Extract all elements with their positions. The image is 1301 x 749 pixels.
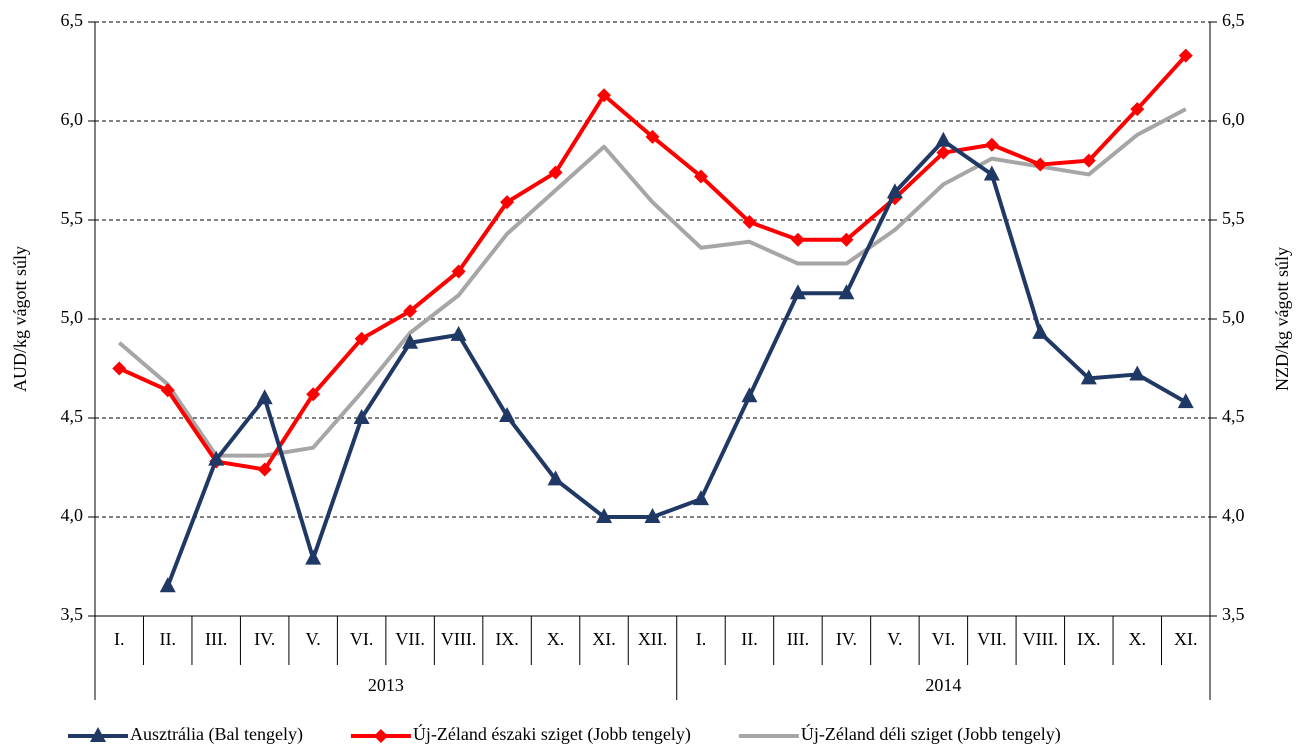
- x-tick-label: VIII.: [441, 629, 476, 649]
- y2-tick-label: 6,5: [1222, 10, 1245, 30]
- x-tick-label: VIII.: [1023, 629, 1058, 649]
- y2-axis-title: NZD/kg vágott súly: [1272, 247, 1292, 391]
- x-tick-label: V.: [887, 629, 902, 649]
- marker: [547, 470, 564, 486]
- x-tick-label: VII.: [395, 629, 425, 649]
- marker: [839, 232, 854, 247]
- y-tick-label: 5,5: [61, 208, 84, 228]
- marker: [838, 284, 855, 300]
- x-tick-label: IX.: [495, 629, 519, 649]
- x-tick-label: VII.: [977, 629, 1007, 649]
- marker: [644, 508, 661, 523]
- marker: [935, 131, 952, 147]
- marker: [403, 304, 418, 319]
- marker: [1178, 48, 1193, 63]
- series: [159, 131, 1194, 593]
- series: [117, 107, 1187, 458]
- x-tick-label: VI.: [932, 629, 956, 649]
- marker: [1130, 102, 1145, 117]
- marker: [257, 462, 272, 477]
- marker: [499, 407, 516, 423]
- marker: [451, 264, 466, 279]
- marker: [983, 165, 1000, 181]
- y-axis-title: AUD/kg vágott súly: [10, 246, 30, 392]
- marker: [1033, 157, 1048, 172]
- x-tick-label: XI.: [592, 629, 616, 649]
- marker: [597, 88, 612, 103]
- marker: [306, 387, 321, 402]
- marker: [1080, 369, 1097, 385]
- marker: [160, 383, 175, 398]
- x-tick-label: XII.: [638, 629, 668, 649]
- x-tick-label: VI.: [350, 629, 374, 649]
- legend-label: Ausztrália (Bal tengely): [130, 724, 303, 745]
- series: [112, 48, 1193, 477]
- y2-tick-label: 5,5: [1222, 208, 1245, 228]
- marker: [354, 331, 369, 346]
- marker: [256, 389, 273, 405]
- marker: [373, 729, 388, 743]
- x-tick-label: X.: [547, 629, 565, 649]
- marker: [741, 387, 758, 403]
- line: [117, 107, 1187, 458]
- marker: [112, 361, 127, 376]
- x-tick-label: V.: [306, 629, 321, 649]
- marker: [693, 169, 708, 184]
- legend-label: Új-Zéland északi sziget (Jobb tengely): [413, 723, 691, 745]
- x-tick-label: IX.: [1077, 629, 1101, 649]
- marker: [450, 325, 467, 341]
- marker: [1032, 323, 1049, 339]
- line: [165, 138, 1187, 588]
- x-tick-label: X.: [1129, 629, 1147, 649]
- marker: [692, 490, 709, 506]
- marker: [984, 137, 999, 152]
- x-tick-label: I.: [696, 629, 707, 649]
- marker: [789, 284, 806, 300]
- x-tick-label: III.: [205, 629, 227, 649]
- x-tick-label: II.: [159, 629, 176, 649]
- marker: [159, 577, 176, 593]
- x-group-label: 2013: [368, 675, 404, 695]
- x-tick-label: II.: [741, 629, 758, 649]
- marker: [1177, 393, 1194, 409]
- y2-tick-label: 3,5: [1222, 604, 1245, 624]
- y2-tick-label: 4,0: [1222, 505, 1245, 525]
- marker: [208, 450, 225, 466]
- y-tick-label: 3,5: [61, 604, 84, 624]
- marker: [548, 165, 563, 180]
- x-tick-label: IV.: [254, 629, 275, 649]
- line: [118, 54, 1188, 472]
- legend-label: Új-Zéland déli sziget (Jobb tengely): [801, 723, 1061, 745]
- marker: [1129, 365, 1146, 381]
- marker: [645, 129, 660, 144]
- x-tick-label: I.: [114, 629, 125, 649]
- x-tick-label: XI.: [1174, 629, 1198, 649]
- y-tick-label: 4,0: [61, 505, 84, 525]
- y2-tick-label: 5,0: [1222, 307, 1245, 327]
- marker: [742, 214, 757, 229]
- marker: [353, 409, 370, 424]
- y2-tick-label: 6,0: [1222, 109, 1245, 129]
- marker: [500, 195, 515, 210]
- marker: [596, 508, 613, 523]
- y2-tick-label: 4,5: [1222, 406, 1245, 426]
- y-tick-label: 6,5: [61, 10, 84, 30]
- x-tick-label: III.: [787, 629, 809, 649]
- marker: [886, 183, 903, 199]
- y-tick-label: 6,0: [61, 109, 84, 129]
- marker: [936, 145, 951, 160]
- x-tick-label: IV.: [836, 629, 857, 649]
- marker: [305, 549, 322, 565]
- x-group-label: 2014: [925, 675, 961, 695]
- y-tick-label: 5,0: [61, 307, 84, 327]
- marker: [1081, 153, 1096, 168]
- marker: [790, 232, 805, 247]
- marker: [90, 727, 106, 742]
- marker: [402, 333, 419, 349]
- y-tick-label: 4,5: [61, 406, 84, 426]
